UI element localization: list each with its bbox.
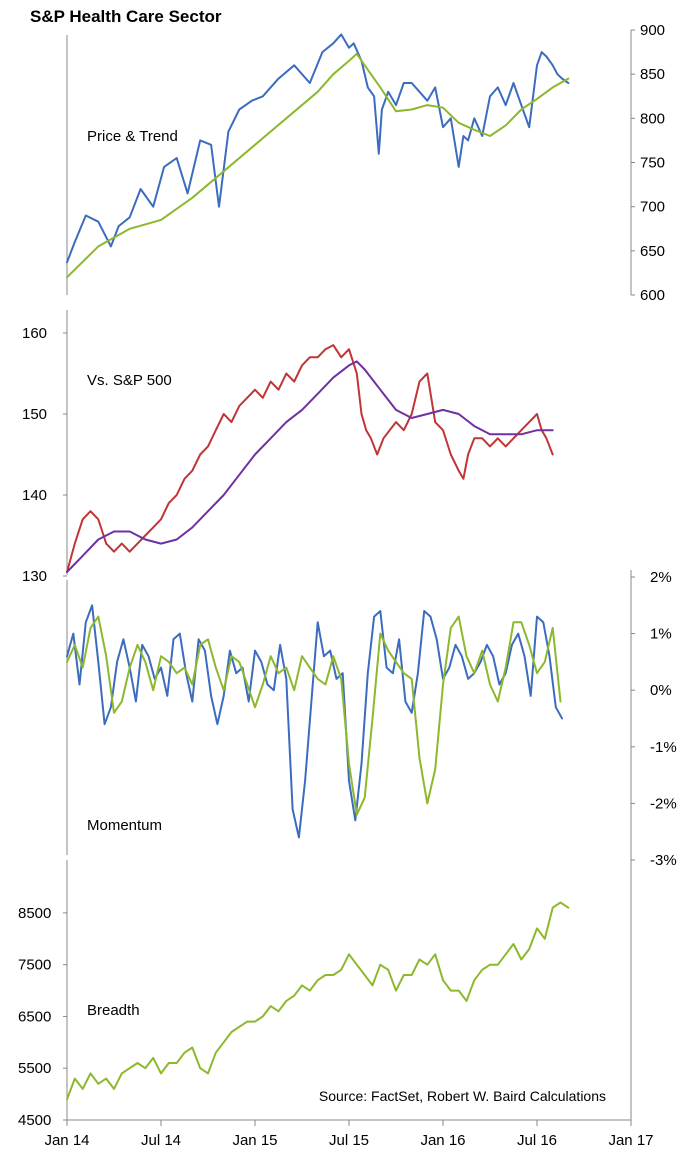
- y-tick-label: -2%: [650, 795, 677, 812]
- breadth-series: [66, 901, 570, 1101]
- y-tick-label: 5500: [18, 1060, 51, 1077]
- y-tick-label: 8500: [18, 905, 51, 922]
- breadth-y-axis: 8500 7500 6500 5500 4500: [18, 905, 67, 1129]
- chart-title: S&P Health Care Sector: [30, 7, 222, 26]
- y-tick-label: 7500: [18, 957, 51, 974]
- relative-series: [66, 344, 554, 573]
- y-tick-label: 1%: [650, 626, 672, 643]
- x-tick-label: Jan 16: [420, 1132, 465, 1149]
- price-trend-label: Price & Trend: [87, 128, 178, 145]
- relative-trend-line: [66, 360, 554, 573]
- y-tick-label: 0%: [650, 682, 672, 699]
- y-tick-label: 150: [22, 406, 47, 423]
- y-tick-label: -1%: [650, 739, 677, 756]
- relative-y-axis: 160 150 140 130: [22, 325, 67, 585]
- price-y-axis: 900 850 800 750 700 650 600: [631, 22, 665, 304]
- x-tick-label: Jul 15: [329, 1132, 369, 1149]
- momentum-series: [66, 604, 564, 839]
- relative-label: Vs. S&P 500: [87, 372, 172, 389]
- y-tick-label: 700: [640, 199, 665, 216]
- momentum-fast-line: [66, 604, 564, 839]
- relative-line: [66, 344, 554, 573]
- y-tick-label: -3%: [650, 852, 677, 869]
- momentum-slow-line: [66, 615, 562, 816]
- y-tick-label: 750: [640, 155, 665, 172]
- y-tick-label: 900: [640, 22, 665, 39]
- x-tick-label: Jan 15: [232, 1132, 277, 1149]
- y-tick-label: 140: [22, 487, 47, 504]
- price-line: [66, 33, 570, 264]
- x-tick-label: Jan 14: [44, 1132, 89, 1149]
- trend-line: [66, 52, 570, 279]
- relative-panel: Vs. S&P 500 160 150 140 130: [22, 310, 554, 585]
- x-axis: Jan 14 Jul 14 Jan 15 Jul 15 Jan 16 Jul 16 Jan …: [44, 1119, 654, 1149]
- price-series: [66, 33, 570, 279]
- x-tick-label: Jan 17: [608, 1132, 653, 1149]
- y-tick-label: 600: [640, 287, 665, 304]
- y-tick-label: 6500: [18, 1008, 51, 1025]
- y-tick-label: 2%: [650, 569, 672, 586]
- breadth-panel: Breadth 8500 7500 6500 5500 4500 Source: Fac…: [18, 860, 632, 1129]
- y-tick-label: 800: [640, 110, 665, 127]
- y-tick-label: 850: [640, 66, 665, 83]
- y-tick-label: 130: [22, 568, 47, 585]
- y-tick-label: 4500: [18, 1112, 51, 1129]
- breadth-line: [66, 901, 570, 1101]
- breadth-label: Breadth: [87, 1002, 140, 1019]
- price-trend-panel: Price & Trend 900 850 800 750 700 650 600: [66, 22, 665, 304]
- y-tick-label: 160: [22, 325, 47, 342]
- momentum-y-axis: 2% 1% 0% -1% -2% -3%: [631, 569, 677, 869]
- momentum-label: Momentum: [87, 817, 162, 834]
- y-tick-label: 650: [640, 243, 665, 260]
- x-tick-label: Jul 14: [141, 1132, 181, 1149]
- momentum-panel: Momentum 2% 1% 0% -1% -2% -3%: [66, 569, 677, 869]
- source-note: Source: FactSet, Robert W. Baird Calcula…: [319, 1088, 606, 1104]
- x-tick-label: Jul 16: [517, 1132, 557, 1149]
